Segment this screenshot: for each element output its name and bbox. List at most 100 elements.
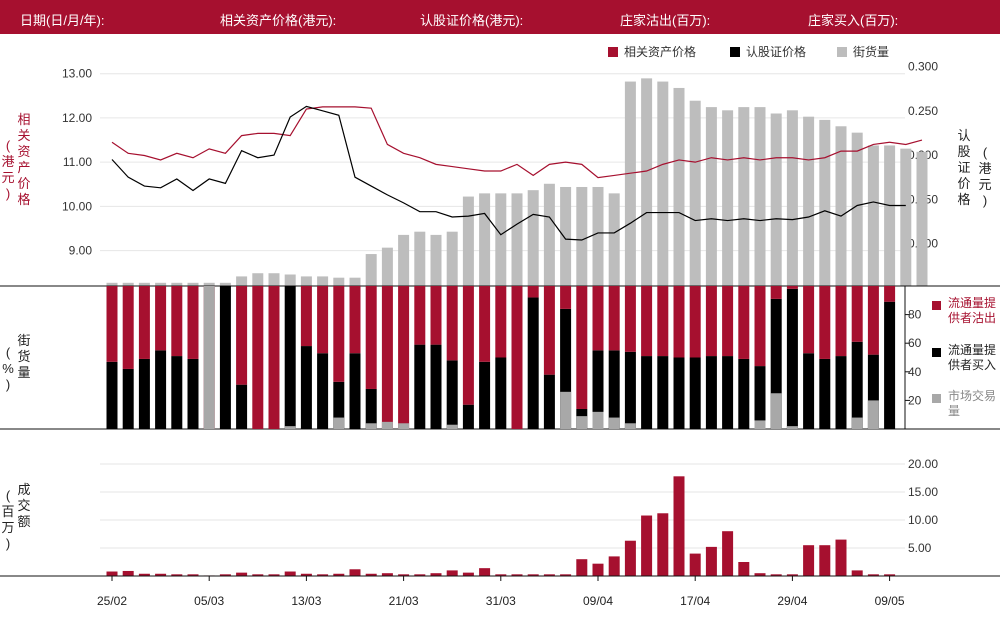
lp-buy-bar [835, 356, 847, 429]
lp-buy-bar [867, 354, 879, 429]
outstanding-bar [414, 231, 426, 286]
outstanding-bar [511, 193, 523, 286]
lp-buy-bar [738, 358, 750, 429]
volume-bar [560, 574, 572, 576]
outstanding-bar [317, 276, 329, 286]
outstanding-bar [527, 190, 539, 286]
outstanding-bar [106, 282, 118, 286]
lp-sell-bar [138, 286, 150, 359]
lp-buy-bar [592, 350, 604, 429]
asset-price-line [111, 106, 923, 179]
lp-sell-bar [268, 286, 280, 429]
market-volume-bar [851, 417, 863, 429]
lp-sell-bar [187, 286, 199, 359]
lp-sell-bar [884, 286, 896, 302]
outstanding-bar [592, 186, 604, 286]
outstanding-bar [576, 186, 588, 286]
lp-sell-bar [446, 286, 458, 361]
lp-sell-bar [819, 286, 831, 359]
left-ytick-label: 11.00 [63, 155, 92, 169]
lp-sell-bar [300, 286, 312, 347]
lp-sell-bar [495, 286, 507, 358]
lp-sell-bar [851, 286, 863, 342]
mid-legend-buy-label: 流通量提供者买入 [948, 343, 997, 372]
asset-price-label: 相关资产价格(港元): [220, 13, 337, 28]
lp-sell-bar [511, 286, 523, 429]
mid-ytick-label: 60 [908, 336, 922, 350]
volume-ytick-label: 5.00 [908, 541, 932, 555]
market-volume-bar [398, 423, 410, 429]
volume-bar [219, 574, 231, 576]
outstanding-bar [446, 231, 458, 286]
lp-sell-bar [738, 286, 750, 359]
market-volume-bar [284, 426, 296, 429]
volume-bar [317, 574, 329, 576]
lp-buy-bar [770, 298, 782, 429]
lp-sell-bar [236, 286, 248, 385]
outstanding-bar [884, 145, 896, 286]
lp-buy-bar [430, 344, 442, 429]
mid-ytick-label: 20 [908, 393, 922, 407]
volume-bar [252, 574, 264, 576]
volume-ytick-label: 15.00 [908, 485, 938, 499]
lp-sell-bar [349, 286, 361, 354]
mid-legend-market-label: 市场交易量 [948, 389, 997, 418]
outstanding-axis-title: 街货量 [16, 333, 32, 381]
lp-sell-bar [543, 286, 555, 375]
outstanding-bar [722, 110, 734, 286]
lp-sell-bar [106, 286, 118, 362]
outstanding-bar [365, 254, 377, 286]
lp-buy-bar [527, 297, 539, 429]
lp-buy-bar [219, 286, 231, 429]
right-axis-unit-text: (港元) [978, 145, 992, 208]
lp-sell-bar [673, 286, 685, 358]
volume-bar [398, 574, 410, 576]
volume-bar [479, 568, 491, 576]
xtick-label: 13/03 [291, 594, 321, 608]
volume-bar [527, 574, 539, 576]
volume-bar [608, 556, 620, 576]
lp-sell-bar [689, 286, 701, 358]
lp-buy-bar [608, 350, 620, 429]
dealer-buy-label: 庄家买入(百万): [808, 13, 899, 28]
volume-axis-unit: (百万) [0, 488, 16, 552]
outstanding-bar [203, 282, 215, 286]
volume-bar [754, 573, 766, 576]
lp-buy-bar [106, 361, 118, 429]
outstanding-axis-unit-text: (%) [2, 345, 14, 392]
volume-bar [106, 571, 118, 576]
volume-axis-title: 成交额 [16, 482, 32, 530]
volume-bar [884, 574, 896, 576]
volume-bar [462, 572, 474, 576]
mid-ytick-label: 40 [908, 365, 922, 379]
volume-bar [333, 573, 345, 576]
outstanding-bar [835, 126, 847, 287]
xtick-label: 05/03 [194, 594, 224, 608]
lp-buy-bar [300, 346, 312, 429]
outstanding-bar [381, 247, 393, 286]
lp-sell-bar [592, 286, 604, 351]
left-axis-title-text: 相关资产价格 [17, 112, 31, 207]
lp-buy-bar [446, 360, 458, 429]
outstanding-bar [268, 273, 280, 286]
lp-sell-bar [122, 286, 134, 369]
xtick-label: 31/03 [486, 594, 516, 608]
outstanding-bar [155, 282, 167, 286]
left-axis-title: 相关资产价格 [16, 112, 32, 208]
lp-sell-bar [835, 286, 847, 357]
market-volume-bar [754, 420, 766, 429]
xtick-label: 17/04 [680, 594, 710, 608]
market-volume-bar [203, 286, 215, 429]
volume-bar [835, 539, 847, 576]
legend-asset-label: 相关资产价格 [624, 45, 697, 59]
volume-bar [236, 572, 248, 576]
volume-bar [495, 574, 507, 576]
volume-bar [268, 574, 280, 576]
lp-buy-bar [851, 341, 863, 429]
header-bar: 日期(日/月/年): 相关资产价格(港元): 认股证价格(港元): 庄家沽出(百… [0, 0, 1000, 34]
volume-bar [689, 553, 701, 576]
market-volume-bar [624, 423, 636, 429]
volume-bar [705, 546, 717, 576]
date-label: 日期(日/月/年): [20, 13, 105, 28]
